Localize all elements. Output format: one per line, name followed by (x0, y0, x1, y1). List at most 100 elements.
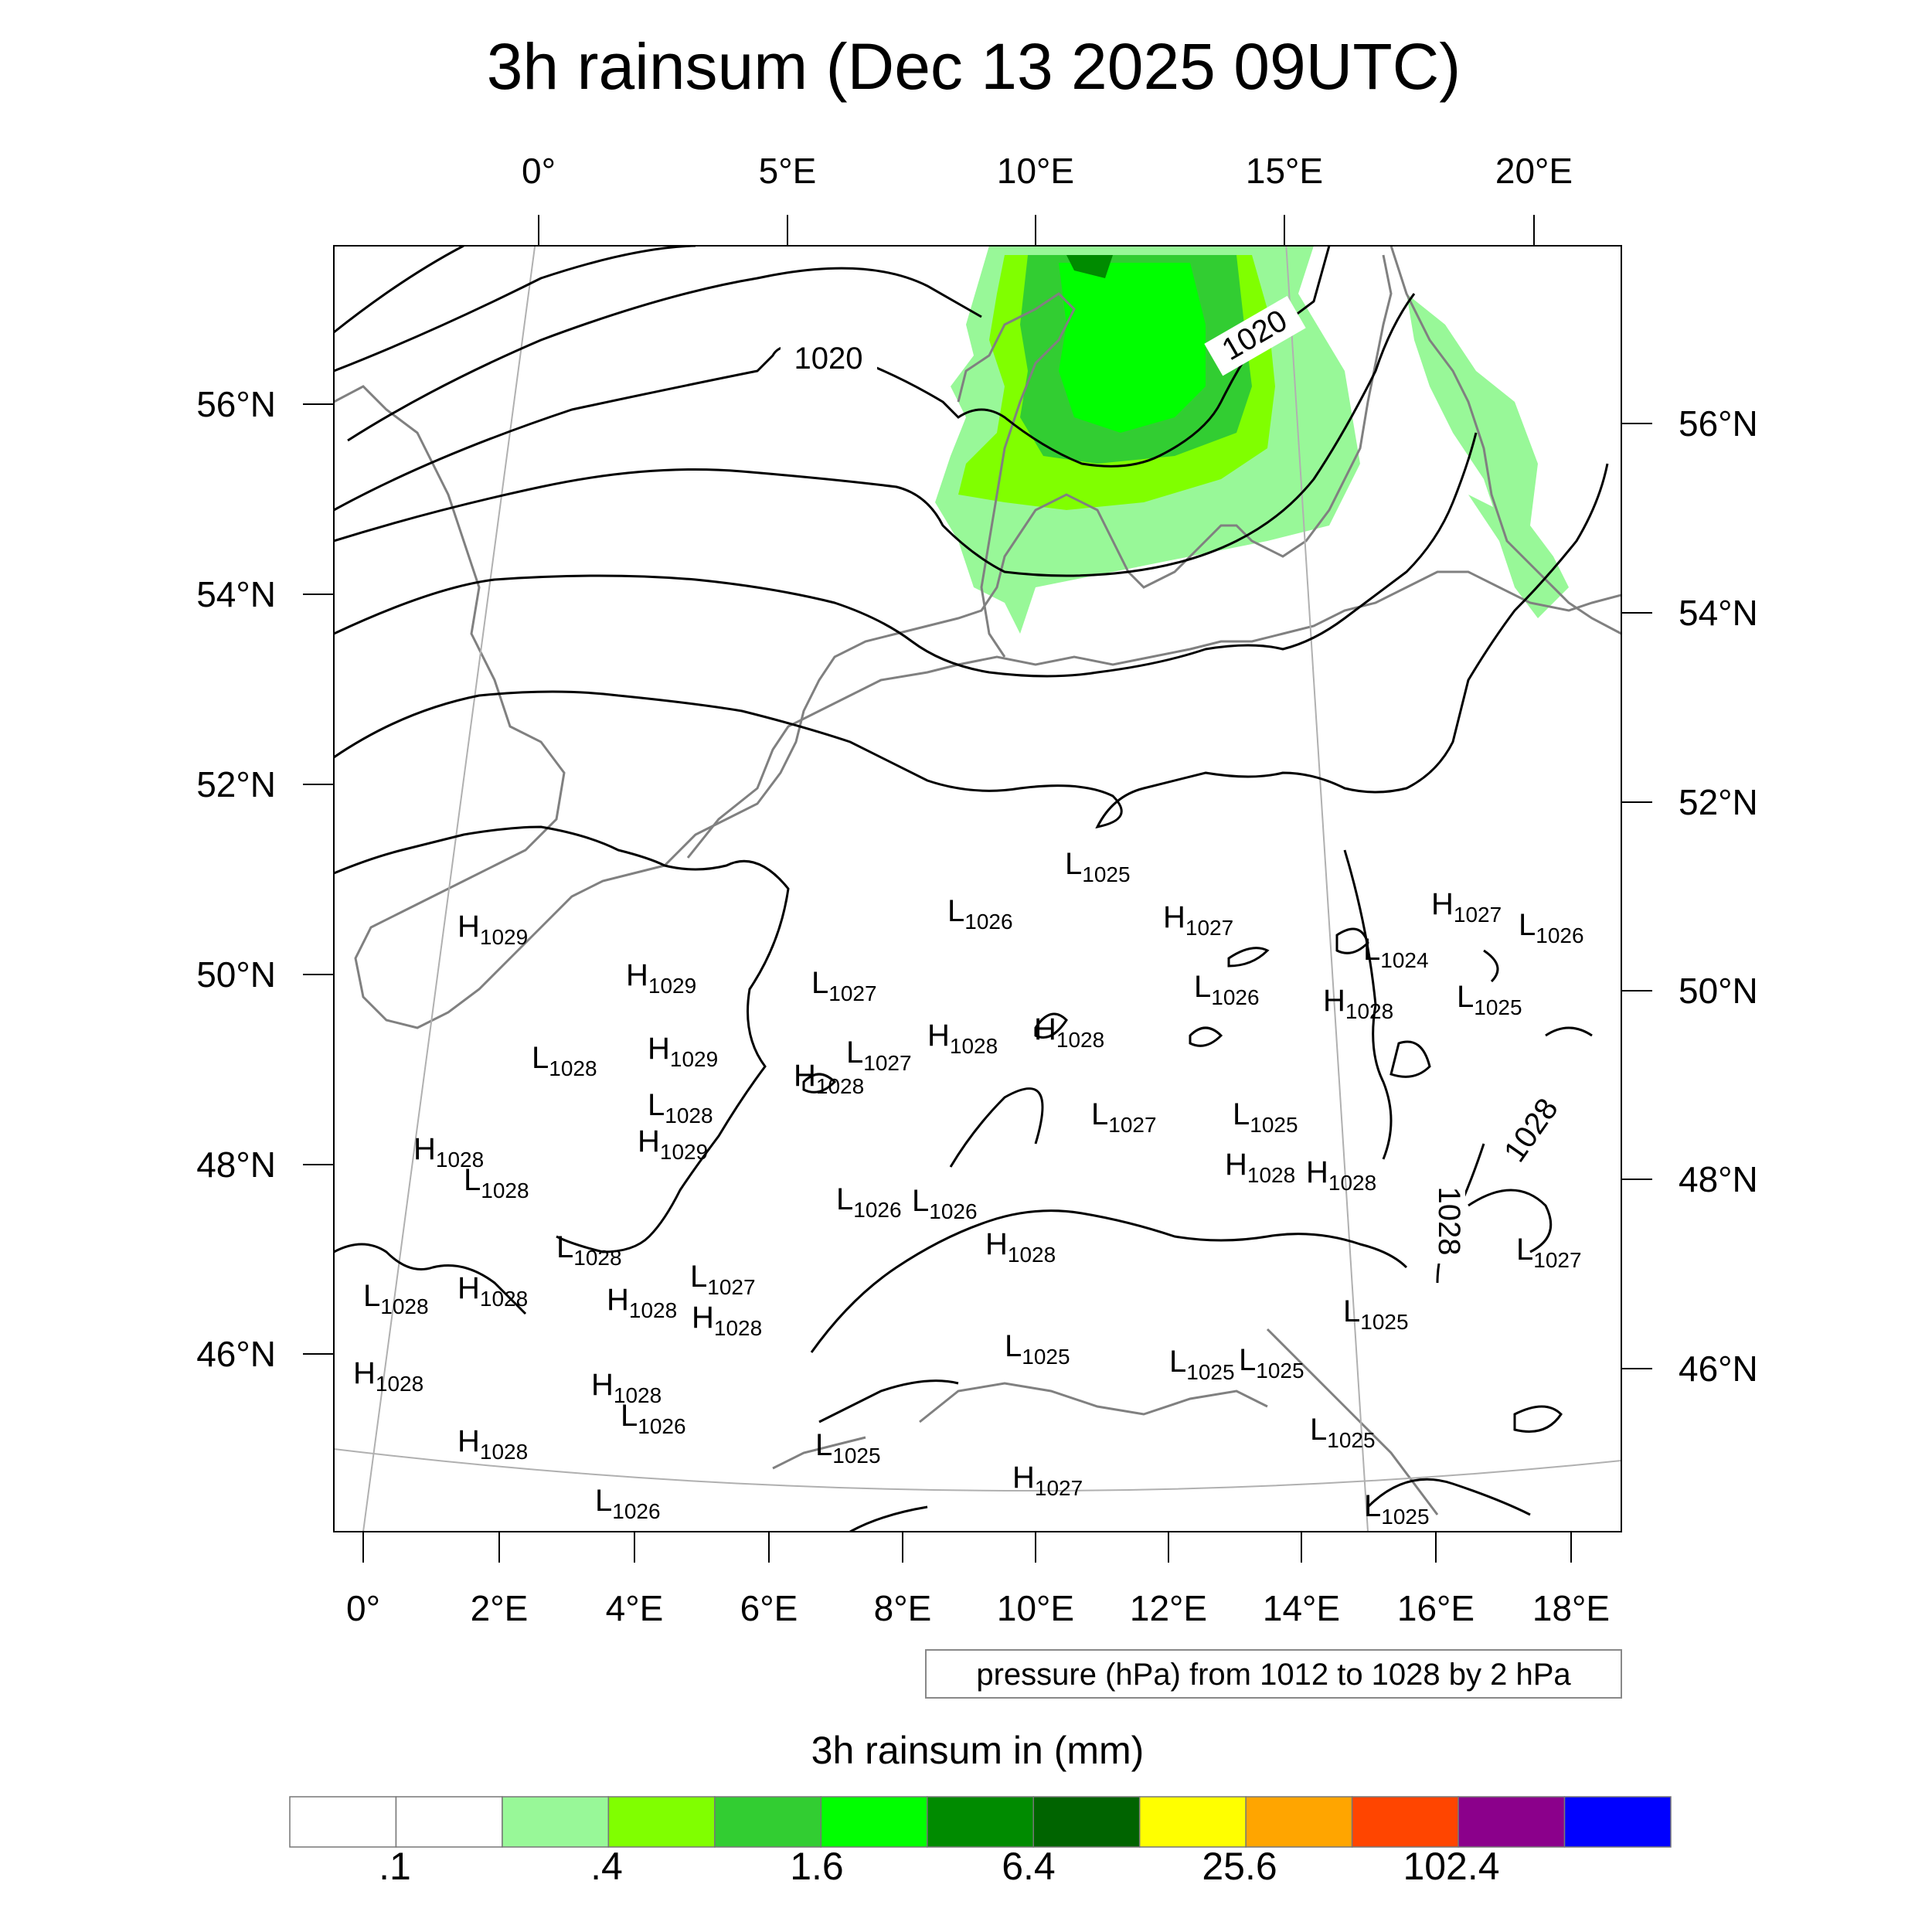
contour-label-bg (1493, 1086, 1572, 1176)
isobar-22 (1335, 927, 1369, 954)
isobar-7 (334, 463, 1609, 829)
pressure-marker: H1028 (353, 1356, 423, 1396)
contour-label-bg (1430, 1179, 1465, 1264)
graticule (334, 246, 1621, 1532)
top-axis-labels: 0° 5°E 10°E 15°E 20°E (522, 151, 1573, 191)
pressure-marker: H1028 (692, 1301, 762, 1340)
pressure-marker: H1027 (1431, 887, 1502, 927)
isobar-9 (334, 1243, 527, 1315)
isobar-19 (802, 1073, 837, 1094)
bottom-axis-labels: 0° 2°E 4°E 6°E 8°E 10°E 12°E 14°E 16°E 1… (346, 1588, 1610, 1628)
rain-light-area-baltic (1468, 495, 1569, 618)
bottom-lon-label: 12°E (1130, 1588, 1207, 1628)
pressure-marker: L1025 (1364, 1489, 1430, 1529)
colorbar-box (1245, 1796, 1353, 1848)
bottom-lon-label: 14°E (1263, 1588, 1340, 1628)
isobar-24 (1034, 1012, 1068, 1039)
left-lat-label: 54°N (196, 574, 276, 614)
rain-bright-area (1059, 263, 1206, 433)
bottom-lon-label: 8°E (874, 1588, 932, 1628)
top-lon-label: 0° (522, 151, 556, 191)
right-lat-label: 52°N (1679, 782, 1758, 822)
pressure-marker: H1028 (413, 1132, 484, 1172)
isobar-6 (334, 432, 1478, 678)
isobar-13 (818, 1379, 959, 1423)
pressure-marker: L1026 (836, 1182, 902, 1222)
isobar-14 (849, 1505, 928, 1532)
pressure-marker: L1027 (1091, 1097, 1157, 1137)
pressure-marker: L1027 (846, 1036, 912, 1075)
left-lat-label: 48°N (196, 1145, 276, 1185)
pressure-marker: H1028 (457, 1271, 528, 1311)
isobar-2 (334, 246, 696, 372)
right-lat-label: 56°N (1679, 403, 1758, 444)
pressure-marker: L1026 (1519, 908, 1584, 947)
right-lat-label: 54°N (1679, 593, 1758, 633)
right-lat-label: 48°N (1679, 1159, 1758, 1199)
pressure-marker: L1025 (1065, 847, 1131, 886)
isobar-20 (1189, 1026, 1223, 1047)
contour-label: 1020 (794, 342, 863, 376)
pressure-marker: L1027 (811, 966, 877, 1005)
left-axis-labels: 56°N 54°N 52°N 50°N 48°N 46°N (196, 384, 276, 1374)
isobar-1020 (334, 246, 1331, 512)
pressure-marker: H1028 (607, 1283, 677, 1322)
colorbar-box (607, 1796, 716, 1848)
right-axis (1621, 423, 1652, 1369)
pressure-marker: L1028 (363, 1279, 429, 1318)
graticule-meridian-0 (362, 246, 536, 1532)
right-lat-label: 50°N (1679, 971, 1758, 1011)
pressure-marker: L1025 (1233, 1097, 1298, 1137)
coast-france-south (772, 1436, 866, 1470)
pressure-marker: H1029 (638, 1124, 708, 1164)
left-axis (303, 403, 334, 1355)
colorbar-box (502, 1796, 610, 1848)
graticule-parallel-45 (334, 1448, 1621, 1492)
colorbar-box (395, 1796, 503, 1848)
colorbar-label: 6.4 (1002, 1845, 1056, 1888)
pressure-marker: H1028 (457, 1424, 528, 1464)
isobar-1 (334, 246, 464, 334)
pressure-marker: H1029 (457, 910, 528, 949)
pressure-marker: H1029 (648, 1032, 718, 1071)
bottom-axis (362, 1532, 1572, 1563)
isobar-23 (1545, 1026, 1593, 1037)
isobar-25 (1483, 949, 1499, 983)
contour-label-bg (781, 340, 877, 379)
isobar-17 (1513, 1405, 1563, 1433)
colorbar-box (1563, 1796, 1672, 1848)
isobar-3 (347, 267, 982, 442)
right-lat-label: 46°N (1679, 1349, 1758, 1389)
colorbar-box (1032, 1796, 1141, 1848)
colorbar-title: 3h rainsum in (mm) (811, 1729, 1145, 1772)
pressure-marker: H1028 (927, 1019, 998, 1058)
left-lat-label: 50°N (196, 954, 276, 995)
colorbar-label: 102.4 (1403, 1845, 1499, 1888)
pressure-marker: L1027 (1516, 1233, 1582, 1272)
left-lat-label: 52°N (196, 764, 276, 804)
graticule-meridian-15 (1285, 246, 1369, 1532)
pressure-marker: H1028 (1323, 984, 1393, 1023)
bottom-lon-label: 0° (346, 1588, 380, 1628)
isobar-26 (1468, 1189, 1553, 1253)
pressure-marker: H1027 (1012, 1461, 1083, 1500)
pressure-marker: L1026 (1194, 970, 1260, 1009)
pressure-marker: L1025 (1457, 980, 1522, 1019)
isobar-11 (949, 1087, 1044, 1168)
left-lat-label: 56°N (196, 384, 276, 424)
pressure-marker: H1029 (626, 958, 696, 998)
isobar-12 (810, 1209, 1408, 1353)
colorbar-label: 1.6 (790, 1845, 844, 1888)
isobar-18 (1389, 1040, 1431, 1078)
top-lon-label: 5°E (759, 151, 817, 191)
pressure-marker: L1026 (912, 1184, 978, 1223)
isobar-21 (1227, 947, 1270, 968)
colorbar-box (927, 1796, 1034, 1848)
colorbar-box (820, 1796, 928, 1848)
figure-title: 3h rainsum (Dec 13 2025 09UTC) (487, 30, 1461, 103)
colorbar-box (1458, 1796, 1566, 1848)
rain-dark-area (1066, 255, 1113, 278)
isobar-8 (334, 825, 790, 1253)
isobar-10 (1343, 849, 1393, 1160)
